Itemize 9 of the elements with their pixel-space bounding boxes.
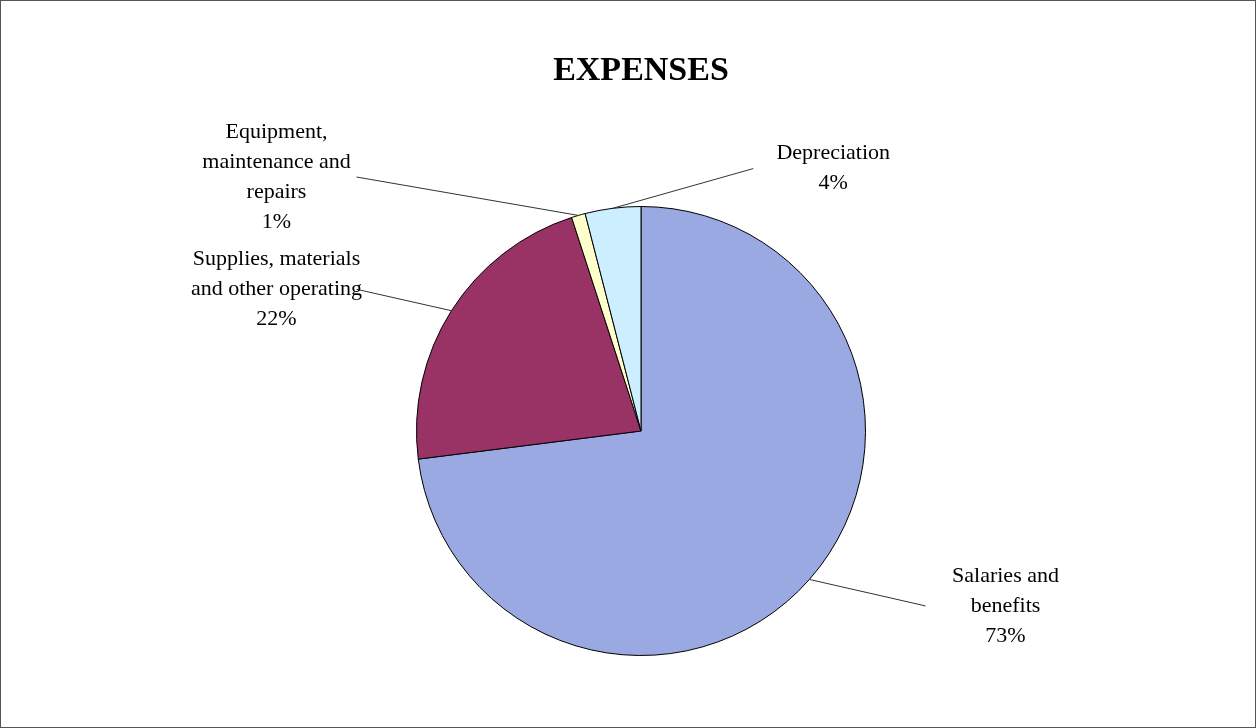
- data-label: 22%: [256, 305, 297, 331]
- slice-label: Salaries and benefits: [952, 561, 1059, 617]
- data-label: 4%: [818, 169, 848, 195]
- slice-label: Supplies, materials and other operating: [190, 245, 363, 301]
- slice-label: Equipment, maintenance and repairs: [202, 117, 351, 203]
- data-label: 73%: [985, 621, 1026, 647]
- chart-title: EXPENSES: [553, 49, 729, 87]
- data-label: 1%: [261, 207, 292, 233]
- slice-label: Depreciation: [776, 139, 891, 165]
